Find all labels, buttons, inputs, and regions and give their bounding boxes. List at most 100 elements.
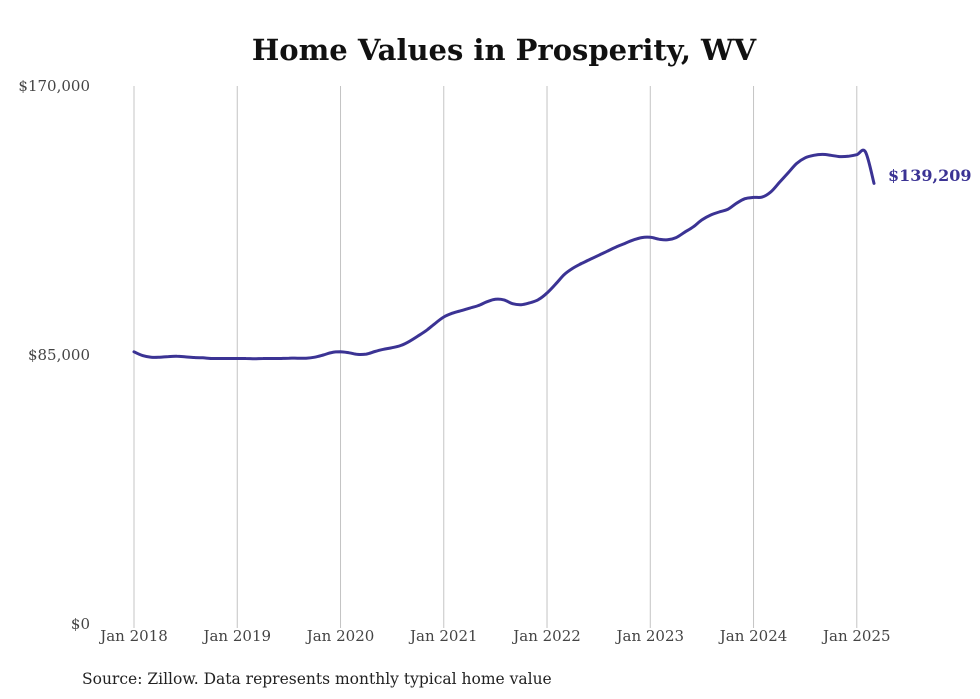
data-point: [718, 211, 720, 213]
data-point: [580, 262, 582, 264]
data-point: [813, 154, 815, 156]
data-point: [511, 303, 513, 305]
data-point: [425, 329, 427, 331]
data-point: [658, 238, 660, 240]
data-point: [727, 208, 729, 210]
data-point: [305, 357, 307, 359]
data-point: [744, 197, 746, 199]
data-point: [606, 250, 608, 252]
y-tick-label: $85,000: [28, 346, 90, 364]
x-tick-label: Jan 2024: [718, 627, 788, 645]
data-point: [236, 357, 238, 359]
data-point: [640, 236, 642, 238]
data-point: [735, 202, 737, 204]
data-point: [752, 196, 754, 198]
x-tick-label: Jan 2023: [614, 627, 684, 645]
data-point: [460, 309, 462, 311]
data-point: [193, 356, 195, 358]
y-tick-label: $170,000: [18, 77, 90, 95]
data-point: [339, 351, 341, 353]
data-points: [133, 151, 875, 360]
data-point: [563, 273, 565, 275]
data-point: [864, 151, 866, 153]
data-point: [873, 182, 875, 184]
data-point: [365, 353, 367, 355]
data-point: [589, 258, 591, 260]
data-point: [709, 214, 711, 216]
data-point: [357, 353, 359, 355]
data-point: [787, 172, 789, 174]
data-point: [529, 302, 531, 304]
data-point: [649, 236, 651, 238]
data-point: [856, 153, 858, 155]
end-value-label: $139,209: [888, 166, 972, 185]
data-point: [322, 354, 324, 356]
data-point: [313, 356, 315, 358]
series-line: [132, 148, 876, 361]
data-point: [443, 316, 445, 318]
data-point: [202, 357, 204, 359]
data-point: [666, 239, 668, 241]
data-point: [210, 357, 212, 359]
data-point: [546, 292, 548, 294]
data-point: [830, 154, 832, 156]
data-point: [597, 254, 599, 256]
x-tick-label: Jan 2019: [201, 627, 271, 645]
data-point: [374, 350, 376, 352]
data-point: [804, 157, 806, 159]
data-point: [847, 155, 849, 157]
data-point: [176, 355, 178, 357]
data-point: [778, 181, 780, 183]
data-point: [331, 351, 333, 353]
x-axis: Jan 2018 Jan 2019 Jan 2020 Jan 2021 Jan 2022…: [98, 627, 890, 645]
source-note: Source: Zillow. Data represents monthly …: [82, 670, 552, 688]
data-point: [227, 357, 229, 359]
data-point: [520, 303, 522, 305]
data-point: [494, 298, 496, 300]
data-point: [133, 351, 135, 353]
data-point: [279, 357, 281, 359]
data-point: [675, 236, 677, 238]
data-point: [451, 312, 453, 314]
x-tick-label: Jan 2020: [305, 627, 375, 645]
data-point: [434, 322, 436, 324]
data-point: [262, 357, 264, 359]
data-point: [382, 348, 384, 350]
data-point: [537, 298, 539, 300]
data-point: [701, 219, 703, 221]
grid-lines: [133, 86, 858, 628]
data-point: [795, 162, 797, 164]
data-point: [288, 357, 290, 359]
data-point: [477, 304, 479, 306]
data-point: [348, 352, 350, 354]
data-point: [270, 357, 272, 359]
data-point: [770, 191, 772, 193]
data-point: [468, 307, 470, 309]
data-point: [167, 355, 169, 357]
data-point: [245, 357, 247, 359]
y-tick-label: $0: [71, 615, 90, 633]
y-axis: $0 $85,000 $170,000: [18, 77, 90, 633]
data-point: [486, 301, 488, 303]
x-tick-label: Jan 2021: [408, 627, 478, 645]
x-tick-label: Jan 2025: [821, 627, 891, 645]
data-point: [391, 347, 393, 349]
data-point: [821, 153, 823, 155]
data-point: [159, 356, 161, 358]
data-point: [184, 356, 186, 358]
data-point: [408, 340, 410, 342]
chart-title: Home Values in Prosperity, WV: [252, 33, 757, 67]
data-point: [141, 354, 143, 356]
x-tick-label: Jan 2022: [511, 627, 581, 645]
data-point: [219, 357, 221, 359]
data-point: [761, 196, 763, 198]
data-point: [838, 155, 840, 157]
data-point: [572, 267, 574, 269]
data-point: [400, 344, 402, 346]
data-point: [683, 231, 685, 233]
data-point: [692, 226, 694, 228]
data-point: [150, 356, 152, 358]
data-point: [632, 239, 634, 241]
data-point: [623, 242, 625, 244]
